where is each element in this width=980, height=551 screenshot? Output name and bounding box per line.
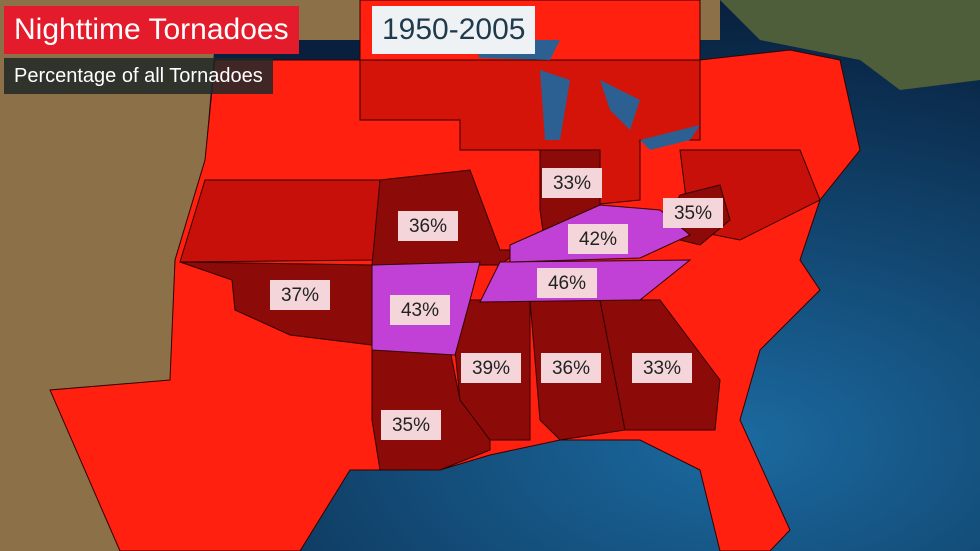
label-box — [568, 224, 628, 254]
label-layer: 33% 36% 42% 35% 37% 43% 46% 39% 36% 33% 35% — [270, 168, 723, 440]
region-kansas — [179, 179, 381, 263]
canada-land — [720, 0, 980, 90]
label-box — [537, 268, 597, 298]
state-percentage: 46% — [548, 273, 586, 294]
label-box — [542, 168, 602, 198]
state-percentage: 33% — [643, 358, 681, 379]
label-box — [398, 211, 458, 241]
label-box — [663, 198, 723, 228]
label-box — [461, 353, 521, 383]
western-land — [0, 0, 720, 551]
title: Nighttime Tornadoes — [4, 6, 299, 54]
state-percentage: 35% — [392, 415, 430, 436]
state-percentage: 36% — [552, 358, 590, 379]
state-percentage: 36% — [409, 216, 447, 237]
state-percentage: 39% — [472, 358, 510, 379]
label-box — [270, 280, 330, 310]
state-percentage: 42% — [579, 229, 617, 250]
state-percentage: 37% — [281, 285, 319, 306]
label-box — [541, 353, 601, 383]
state-percentage: 35% — [674, 203, 712, 224]
label-box — [632, 353, 692, 383]
state-percentage: 43% — [401, 300, 439, 321]
years: 1950-2005 — [372, 6, 536, 54]
state-percentage: 33% — [553, 173, 591, 194]
subtitle: Percentage of all Tornadoes — [4, 58, 273, 94]
lake-huron — [600, 80, 640, 130]
lake-michigan — [540, 70, 570, 140]
lake-erie — [640, 125, 700, 150]
label-box — [390, 295, 450, 325]
label-box — [381, 410, 441, 440]
